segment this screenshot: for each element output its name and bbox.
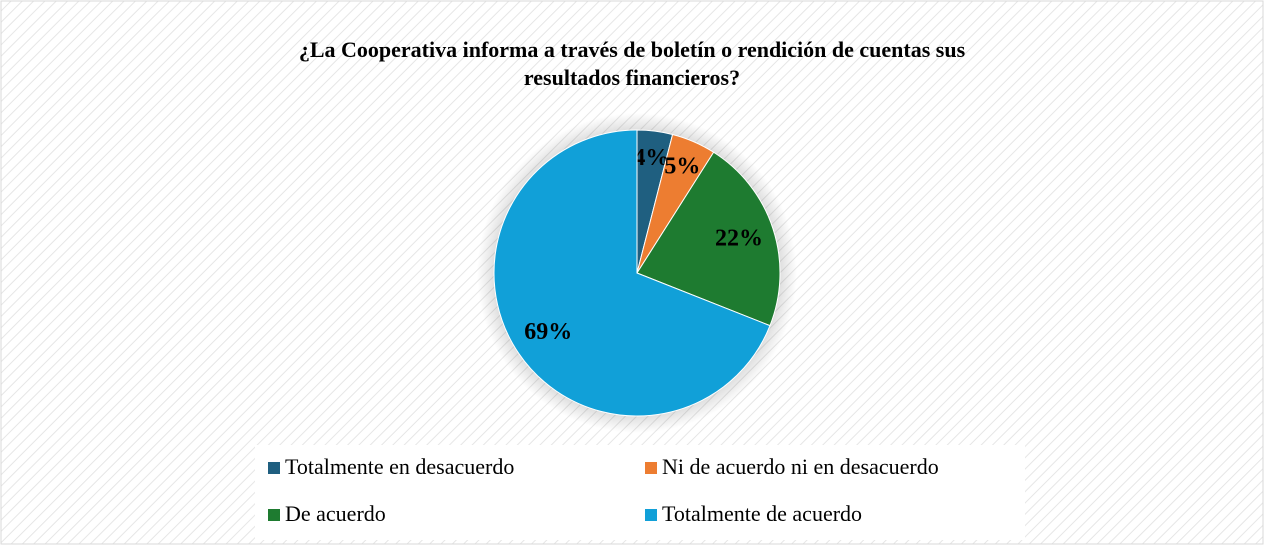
legend-label: De acuerdo	[285, 501, 386, 526]
data-label: 5%	[664, 154, 700, 180]
data-label: 4%	[633, 145, 669, 171]
legend-swatch	[645, 509, 657, 521]
legend-background	[255, 445, 1025, 540]
pie-slice	[636, 151, 781, 327]
legend-label: Ni de acuerdo ni en desacuerdo	[662, 454, 939, 479]
legend-swatch	[645, 462, 657, 474]
legend-swatch	[268, 509, 280, 521]
legend-swatch	[268, 462, 280, 474]
data-label: 22%	[715, 225, 763, 251]
legend-label: Totalmente de acuerdo	[662, 501, 862, 526]
data-label: 69%	[524, 319, 572, 345]
legend-label: Totalmente en desacuerdo	[285, 454, 514, 479]
pie-slice	[493, 129, 771, 417]
chart-title: ¿La Cooperativa informa a través de bole…	[298, 37, 966, 90]
